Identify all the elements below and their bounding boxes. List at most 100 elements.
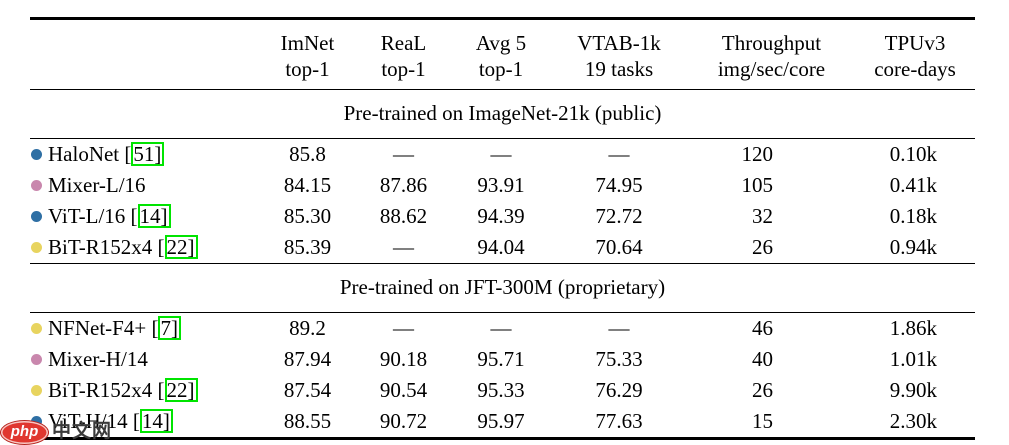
model-name-cell: Mixer-L/16	[30, 170, 260, 201]
column-header-line1: Avg 5	[475, 31, 527, 55]
column-header-line1: VTAB-1k	[577, 31, 661, 55]
value-cell: 0.18k	[889, 204, 937, 228]
table-row: Mixer-L/16 84.15 87.86 93.91 74.95 105 0.41k	[30, 170, 975, 201]
value-cell: —	[393, 142, 414, 166]
value-cell: 85.8	[289, 142, 326, 166]
bullet-icon	[31, 180, 42, 191]
watermark-site-name: 中文网	[52, 421, 113, 442]
model-name: Mixer-H/14	[48, 347, 148, 371]
value-cell: 90.54	[379, 378, 428, 402]
model-name-cell: BiT-R152x4 [22]	[30, 232, 260, 264]
column-header-throughput: Throughput img/sec/core	[688, 18, 855, 90]
model-name-cell: ViT-L/16 [14]	[30, 201, 260, 232]
section-title: Pre-trained on ImageNet-21k (public)	[30, 89, 975, 139]
value-cell: 32	[752, 204, 773, 228]
bullet-icon	[31, 385, 42, 396]
value-cell: 76.29	[595, 378, 643, 402]
section-title-row: Pre-trained on JFT-300M (proprietary)	[30, 263, 975, 313]
table-row: NFNet-F4+ [7] 89.2 — — — 46 1.86k	[30, 313, 975, 345]
citation-link[interactable]: 7]	[158, 316, 181, 340]
bullet-icon	[31, 323, 42, 334]
table-row: Mixer-H/14 87.94 90.18 95.71 75.33 40 1.01k	[30, 344, 975, 375]
citation-link[interactable]: 22]	[164, 235, 198, 259]
bullet-icon	[31, 416, 42, 427]
model-name: NFNet-F4+	[48, 316, 147, 340]
column-header-line1: ImNet	[280, 31, 335, 55]
value-cell: 105	[741, 173, 774, 197]
citation-link[interactable]: 51]	[131, 142, 165, 166]
column-header-vtab: VTAB-1k 19 tasks	[550, 18, 688, 90]
value-cell: 85.30	[283, 204, 332, 228]
model-name: ViT-L/16	[48, 204, 126, 228]
column-header-real: ReaL top-1	[355, 18, 452, 90]
value-cell: 40	[752, 347, 773, 371]
model-name: BiT-R152x4	[48, 378, 153, 402]
column-header-line1: Throughput	[721, 31, 822, 55]
value-cell: 88.55	[283, 409, 332, 433]
value-cell: 94.04	[477, 235, 525, 259]
value-cell: 9.90k	[889, 378, 937, 402]
table-row: BiT-R152x4 [22] 85.39 — 94.04 70.64 26 0.94k	[30, 232, 975, 264]
value-cell: 89.2	[289, 316, 326, 340]
value-cell: 75.33	[595, 347, 643, 371]
value-cell: 26	[752, 235, 773, 259]
model-name: BiT-R152x4	[48, 235, 153, 259]
citation-link[interactable]: 14]	[137, 204, 171, 228]
value-cell: 95.33	[477, 378, 525, 402]
column-header-line2: top-1	[285, 57, 330, 81]
bullet-icon	[31, 149, 42, 160]
table-row: BiT-R152x4 [22] 87.54 90.54 95.33 76.29 26 9.9…	[30, 375, 975, 406]
citation-link[interactable]: 14]	[139, 409, 173, 433]
table-row: HaloNet [51] 85.8 — — — 120 0.10k	[30, 139, 975, 171]
bullet-icon	[31, 242, 42, 253]
section-title: Pre-trained on JFT-300M (proprietary)	[30, 263, 975, 313]
column-header-line2: top-1	[381, 57, 426, 81]
model-column-header	[30, 18, 260, 90]
bullet-icon	[31, 211, 42, 222]
column-header-tpuv3: TPUv3 core-days	[855, 18, 975, 90]
value-cell: 0.94k	[889, 235, 937, 259]
bullet-icon	[31, 354, 42, 365]
table-row: ViT-L/16 [14] 85.30 88.62 94.39 72.72 32 0.18k	[30, 201, 975, 232]
value-cell: —	[608, 316, 630, 340]
value-cell: 88.62	[379, 204, 428, 228]
column-header-line2: img/sec/core	[717, 57, 826, 81]
value-cell: —	[490, 142, 512, 166]
section-jft300m: Pre-trained on JFT-300M (proprietary) NF…	[30, 263, 975, 439]
value-cell: 1.86k	[889, 316, 937, 340]
value-cell: 0.10k	[889, 142, 937, 166]
table-header: ImNet top-1 ReaL top-1 Avg 5 top-1 VTAB-…	[30, 18, 975, 90]
value-cell: 85.39	[283, 235, 332, 259]
value-cell: 46	[752, 316, 773, 340]
value-cell: 120	[741, 142, 774, 166]
value-cell: 90.18	[379, 347, 428, 371]
value-cell: 74.95	[595, 173, 643, 197]
value-cell: —	[608, 142, 630, 166]
model-name-cell: Mixer-H/14	[30, 344, 260, 375]
value-cell: —	[393, 235, 414, 259]
benchmark-results-table: ImNet top-1 ReaL top-1 Avg 5 top-1 VTAB-…	[30, 17, 975, 440]
php-logo-icon: php	[1, 420, 48, 444]
model-name: Mixer-L/16	[48, 173, 146, 197]
value-cell: 15	[752, 409, 773, 433]
value-cell: 77.63	[595, 409, 643, 433]
column-header-line2: core-days	[874, 57, 956, 81]
column-header-avg5: Avg 5 top-1	[452, 18, 550, 90]
column-header-imnet: ImNet top-1	[260, 18, 355, 90]
value-cell: 72.72	[595, 204, 643, 228]
table-row: ViT-H/14 [14] 88.55 90.72 95.97 77.63 15 2.30k	[30, 406, 975, 439]
model-name-cell: HaloNet [51]	[30, 139, 260, 171]
value-cell: 94.39	[477, 204, 525, 228]
value-cell: —	[490, 316, 512, 340]
model-name-cell: ViT-H/14 [14]	[30, 406, 260, 439]
value-cell: 90.72	[379, 409, 428, 433]
section-title-row: Pre-trained on ImageNet-21k (public)	[30, 89, 975, 139]
citation-link[interactable]: 22]	[164, 378, 198, 402]
column-header-line2: 19 tasks	[584, 57, 654, 81]
model-name: HaloNet	[48, 142, 120, 166]
model-name-cell: NFNet-F4+ [7]	[30, 313, 260, 345]
value-cell: 84.15	[283, 173, 332, 197]
value-cell: 93.91	[477, 173, 525, 197]
value-cell: 95.97	[477, 409, 525, 433]
